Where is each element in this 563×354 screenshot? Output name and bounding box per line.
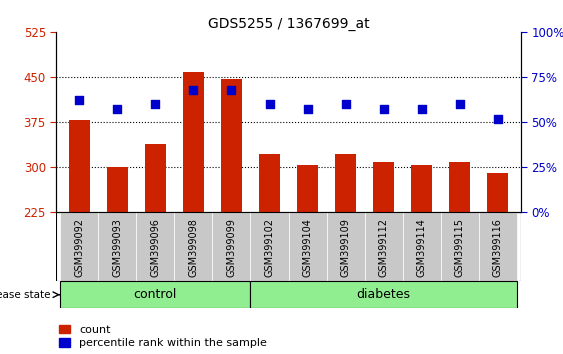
Point bbox=[151, 101, 160, 107]
Text: GSM399092: GSM399092 bbox=[74, 218, 84, 277]
Bar bbox=[221, 79, 242, 212]
Bar bbox=[441, 212, 479, 281]
Bar bbox=[327, 212, 365, 281]
Bar bbox=[175, 212, 212, 281]
Bar bbox=[259, 154, 280, 212]
Bar bbox=[98, 212, 136, 281]
Bar bbox=[251, 281, 517, 308]
Bar bbox=[60, 212, 98, 281]
Point bbox=[265, 101, 274, 107]
Point bbox=[493, 116, 502, 121]
Bar bbox=[449, 162, 470, 212]
Text: diabetes: diabetes bbox=[357, 288, 411, 301]
Text: GSM399109: GSM399109 bbox=[341, 218, 351, 277]
Bar bbox=[145, 144, 166, 212]
Point bbox=[455, 101, 464, 107]
Bar bbox=[365, 212, 403, 281]
Text: GSM399112: GSM399112 bbox=[379, 218, 388, 277]
Text: GSM399116: GSM399116 bbox=[493, 218, 503, 277]
Bar bbox=[479, 212, 517, 281]
Point bbox=[113, 107, 122, 112]
Text: GSM399093: GSM399093 bbox=[112, 218, 122, 277]
Legend: count, percentile rank within the sample: count, percentile rank within the sample bbox=[59, 325, 267, 348]
Point bbox=[189, 87, 198, 92]
Text: GSM399114: GSM399114 bbox=[417, 218, 427, 277]
Bar bbox=[289, 212, 327, 281]
Bar bbox=[251, 212, 288, 281]
Point bbox=[379, 107, 388, 112]
Point bbox=[417, 107, 426, 112]
Bar bbox=[183, 72, 204, 212]
Text: control: control bbox=[133, 288, 177, 301]
Point bbox=[303, 107, 312, 112]
Bar bbox=[403, 212, 441, 281]
Text: GSM399098: GSM399098 bbox=[189, 218, 198, 277]
Text: disease state: disease state bbox=[0, 290, 51, 300]
Point bbox=[341, 101, 350, 107]
Bar bbox=[335, 154, 356, 212]
Bar bbox=[488, 173, 508, 212]
Text: GSM399099: GSM399099 bbox=[226, 218, 236, 277]
Text: GSM399102: GSM399102 bbox=[265, 218, 275, 277]
Point bbox=[75, 98, 84, 103]
Bar bbox=[297, 165, 318, 212]
Bar bbox=[69, 120, 90, 212]
Bar bbox=[412, 165, 432, 212]
Bar bbox=[212, 212, 251, 281]
Title: GDS5255 / 1367699_at: GDS5255 / 1367699_at bbox=[208, 17, 369, 31]
Text: GSM399096: GSM399096 bbox=[150, 218, 160, 277]
Bar bbox=[136, 212, 175, 281]
Point bbox=[227, 87, 236, 92]
Bar bbox=[60, 281, 251, 308]
Bar bbox=[373, 162, 394, 212]
Text: GSM399104: GSM399104 bbox=[302, 218, 312, 277]
Bar bbox=[107, 167, 128, 212]
Text: GSM399115: GSM399115 bbox=[455, 218, 465, 277]
